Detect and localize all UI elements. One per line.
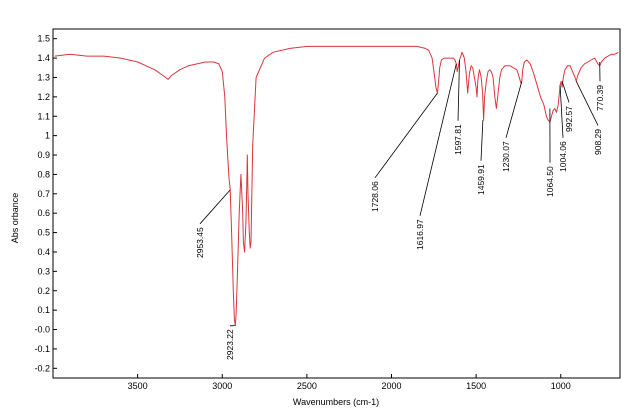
y-tick-label: -0.0 bbox=[34, 325, 50, 335]
y-tick-label: 0.1 bbox=[37, 305, 50, 315]
y-tick-label: 0.8 bbox=[37, 169, 50, 179]
y-axis-label: Abs orbance bbox=[10, 193, 20, 244]
peak-leader-line bbox=[480, 120, 484, 161]
peak-leader-line bbox=[457, 59, 460, 121]
peak-label: 908.29 bbox=[593, 129, 603, 155]
peak-label: 2953.45 bbox=[195, 227, 205, 258]
peak-label: 1597.81 bbox=[453, 124, 463, 155]
x-tick-label: 1500 bbox=[466, 381, 486, 391]
x-tick-label: 2500 bbox=[297, 381, 317, 391]
y-axis: -0.2 -0.1 -0.0 0.1 0.2 0.3 0.4 0.5 0.6 0.7 0.8 0.9 1… bbox=[34, 34, 57, 373]
peak-label: 770.39 bbox=[595, 85, 605, 111]
peak-label: 1064.50 bbox=[545, 166, 555, 197]
peak-leader-line bbox=[559, 85, 564, 138]
y-tick-label: 1 bbox=[45, 131, 50, 141]
peak-label-layer: 2953.45 2923.22 1728.06 1616.97 1597.81 1459.… bbox=[195, 59, 605, 360]
peak-label: 1728.06 bbox=[370, 181, 380, 212]
peak-label: 2923.22 bbox=[225, 329, 235, 360]
y-tick-label: 0.9 bbox=[37, 150, 50, 160]
spectrum-line bbox=[54, 45, 619, 327]
y-tick-label: 1.3 bbox=[37, 72, 50, 82]
peak-label: 1459.91 bbox=[476, 164, 486, 195]
peak-leader-line bbox=[374, 92, 438, 179]
x-tick-label: 2000 bbox=[381, 381, 401, 391]
y-tick-label: 0.4 bbox=[37, 247, 50, 257]
peak-leader-line bbox=[505, 81, 523, 138]
peak-leader-line bbox=[419, 63, 457, 216]
x-axis: 3500 3000 2500 2000 1500 1000 bbox=[128, 374, 571, 391]
y-tick-label: -0.1 bbox=[34, 344, 50, 354]
y-tick-label: 1.4 bbox=[37, 53, 50, 63]
peak-label: 992.57 bbox=[564, 106, 574, 132]
peak-leader-line bbox=[575, 81, 599, 126]
y-tick-label: 0.6 bbox=[37, 208, 50, 218]
y-tick-label: -0.2 bbox=[34, 363, 50, 373]
x-tick-label: 1000 bbox=[551, 381, 571, 391]
series-layer bbox=[54, 45, 619, 327]
plot-frame bbox=[52, 28, 621, 379]
x-axis-label: Wavenumbers (cm-1) bbox=[293, 397, 379, 407]
x-tick-label: 3500 bbox=[128, 381, 148, 391]
peak-leader-line bbox=[199, 189, 231, 225]
y-tick-label: 0.5 bbox=[37, 228, 50, 238]
plot-border bbox=[52, 28, 621, 379]
y-tick-label: 1.5 bbox=[37, 34, 50, 44]
y-tick-label: 0.7 bbox=[37, 189, 50, 199]
y-tick-label: 1.2 bbox=[37, 92, 50, 102]
peak-label: 1616.97 bbox=[415, 219, 425, 250]
peak-label: 1230.07 bbox=[501, 141, 511, 172]
x-tick-label: 3000 bbox=[212, 381, 232, 391]
peak-leader-line bbox=[561, 81, 570, 103]
peak-label: 1004.06 bbox=[558, 141, 568, 172]
y-tick-label: 0.3 bbox=[37, 266, 50, 276]
y-tick-label: 1.1 bbox=[37, 111, 50, 121]
y-tick-label: 0.2 bbox=[37, 286, 50, 296]
